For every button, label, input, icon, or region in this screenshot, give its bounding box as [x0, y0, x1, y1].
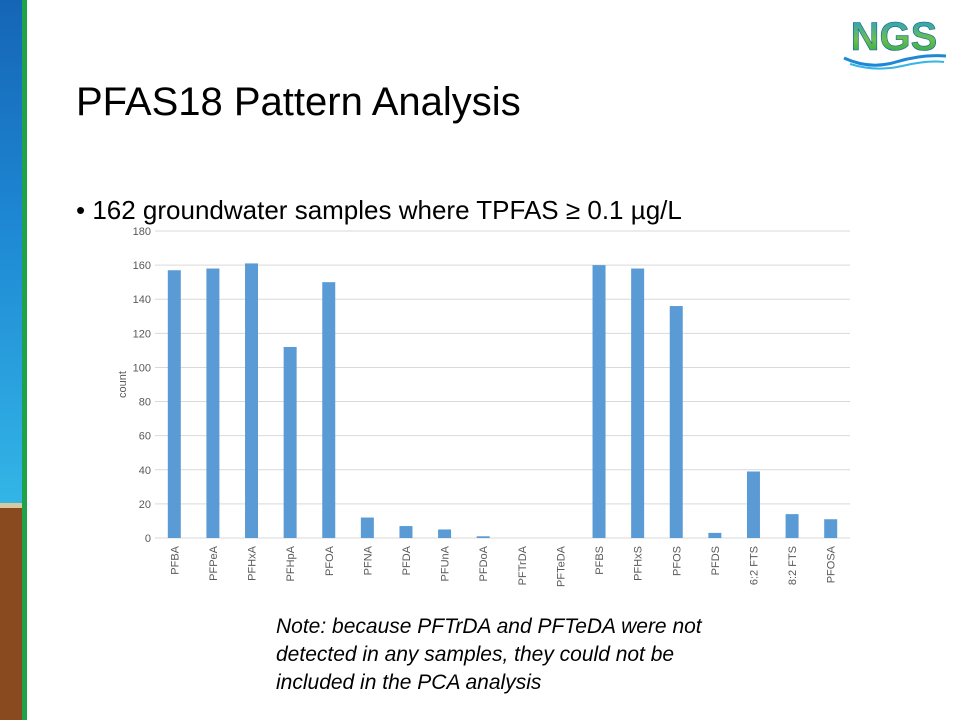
y-tick-label: 0: [145, 533, 151, 545]
x-tick-label: 8:2 FTS: [787, 546, 799, 585]
bar: [360, 517, 374, 538]
x-tick-label: PFTeDA: [555, 545, 567, 587]
x-tick-label: PFTrDA: [517, 545, 529, 585]
side-bar-green-line: [22, 0, 27, 720]
y-tick-label: 140: [133, 294, 151, 306]
bar: [746, 471, 760, 538]
side-bar-separator: [0, 503, 22, 508]
bar: [322, 282, 336, 538]
side-bar-brown: [0, 508, 22, 720]
x-tick-label: PFOS: [671, 546, 683, 576]
slide-note: Note: because PFTrDA and PFTeDA were not…: [276, 615, 702, 694]
y-tick-label: 20: [139, 499, 151, 511]
bar: [283, 346, 297, 538]
x-tick-label: PFHpA: [285, 545, 297, 581]
side-decoration: [0, 0, 22, 720]
y-tick-label: 80: [139, 397, 151, 409]
x-tick-label: PFNA: [362, 545, 374, 575]
x-tick-label: PFDS: [710, 546, 722, 575]
bar: [245, 263, 259, 538]
bar: [708, 532, 722, 538]
bar: [785, 514, 799, 538]
y-tick-label: 160: [133, 260, 151, 272]
ngs-logo: NGS: [843, 15, 947, 70]
x-tick-label: PFOA: [324, 545, 336, 576]
y-axis-label: count: [117, 371, 129, 398]
bar-chart: 0 20 40 60 80 100 120 140 160 180 count PFBA PFPeA PF…: [117, 226, 850, 587]
x-tick-label: PFOSA: [826, 545, 838, 583]
bar: [167, 270, 181, 538]
y-tick-label: 40: [139, 465, 151, 477]
x-tick-label: PFHxA: [247, 545, 259, 581]
bar: [476, 536, 490, 538]
logo-wave-2: [849, 60, 945, 70]
logo-text: NGS: [851, 15, 938, 59]
x-tick-label: 6:2 FTS: [748, 546, 760, 585]
bar: [824, 519, 838, 538]
bar: [399, 526, 413, 538]
bar: [206, 268, 220, 538]
x-tick-label: PFDA: [401, 545, 413, 575]
x-tick-label: PFHxS: [633, 546, 645, 581]
slide-bullet: • 162 groundwater samples where TPFAS ≥ …: [76, 195, 682, 225]
x-tick-label: PFBA: [169, 545, 181, 574]
bar: [669, 306, 683, 538]
bar: [438, 529, 452, 538]
x-tick-label: PFBS: [594, 546, 606, 575]
slide-title: PFAS18 Pattern Analysis: [76, 80, 521, 124]
x-tick-label: PFDoA: [478, 545, 490, 581]
side-bar-blue: [0, 0, 22, 503]
x-tick-label: PFUnA: [440, 545, 452, 581]
y-tick-label: 180: [133, 226, 151, 238]
bar: [592, 265, 606, 538]
y-tick-label: 60: [139, 431, 151, 443]
y-tick-label: 100: [133, 362, 151, 374]
y-tick-label: 120: [133, 328, 151, 340]
x-tick-label: PFPeA: [208, 545, 220, 581]
bar: [631, 268, 645, 538]
logo-wave: [843, 54, 947, 67]
